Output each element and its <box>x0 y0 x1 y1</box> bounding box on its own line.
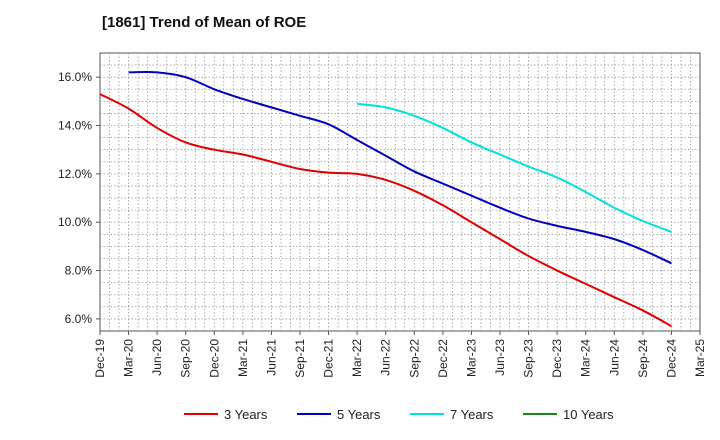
legend-label: 5 Years <box>337 407 381 422</box>
x-tick-label: Mar-24 <box>579 339 593 377</box>
x-tick-label: Mar-23 <box>464 339 478 377</box>
series-line-7-years <box>357 102 672 233</box>
x-tick-label: Sep-21 <box>293 339 307 378</box>
x-tick-label: Jun-24 <box>607 339 621 376</box>
x-tick-label: Mar-25 <box>693 339 707 377</box>
series-line-3-years <box>99 93 672 328</box>
y-tick-label: 12.0% <box>58 167 92 181</box>
y-tick-label: 6.0% <box>65 312 93 326</box>
x-tick-label: Jun-22 <box>379 339 393 376</box>
x-tick-label: Jun-23 <box>493 339 507 376</box>
x-tick-label: Sep-22 <box>407 339 421 378</box>
y-tick-label: 14.0% <box>58 119 92 133</box>
x-tick-label: Dec-22 <box>436 339 450 378</box>
y-tick-label: 8.0% <box>65 264 93 278</box>
x-tick-label: Mar-22 <box>350 339 364 377</box>
x-tick-label: Dec-23 <box>550 339 564 378</box>
x-tick-label: Sep-20 <box>179 339 193 378</box>
x-tick-label: Mar-20 <box>122 339 136 377</box>
x-tick-label: Mar-21 <box>236 339 250 377</box>
y-tick-label: 10.0% <box>58 215 92 229</box>
plot-area <box>99 52 701 332</box>
x-tick-label: Jun-21 <box>264 339 278 376</box>
x-tick-label: Sep-23 <box>522 339 536 378</box>
x-tick-label: Jun-20 <box>150 339 164 376</box>
legend-label: 3 Years <box>224 407 268 422</box>
y-tick-label: 16.0% <box>58 70 92 84</box>
x-tick-label: Dec-21 <box>322 339 336 378</box>
x-tick-label: Dec-24 <box>664 339 678 378</box>
legend-label: 10 Years <box>563 407 614 422</box>
x-tick-label: Dec-20 <box>207 339 221 378</box>
legend-label: 7 Years <box>450 407 494 422</box>
series-line-5-years <box>128 70 672 265</box>
x-tick-label: Sep-24 <box>636 339 650 378</box>
x-tick-label: Dec-19 <box>93 339 107 378</box>
chart-title: [1861] Trend of Mean of ROE <box>102 14 307 31</box>
